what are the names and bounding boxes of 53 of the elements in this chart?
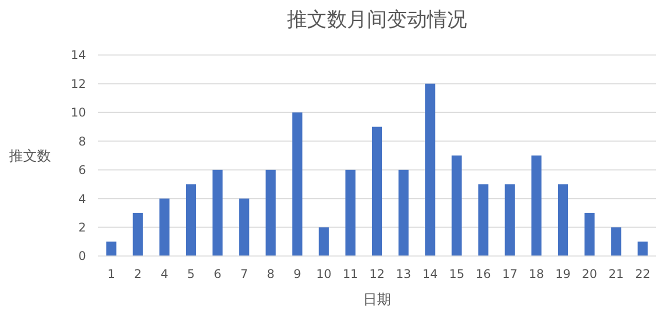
x-tick-label: 7 <box>240 267 248 281</box>
y-tick-label: 10 <box>70 106 86 120</box>
x-tick-label: 19 <box>555 267 571 281</box>
x-tick-label: 15 <box>449 267 464 281</box>
bar <box>478 184 488 256</box>
x-tick-label: 6 <box>214 267 222 281</box>
bar <box>318 227 329 256</box>
y-tick-label: 12 <box>70 76 86 91</box>
bar <box>372 126 382 256</box>
x-tick-label: 21 <box>608 267 624 281</box>
bar <box>452 156 462 256</box>
x-tick-label: 1 <box>107 267 116 281</box>
x-tick-label: 5 <box>187 267 195 281</box>
x-tick-label: 11 <box>342 267 358 281</box>
bar <box>584 212 595 256</box>
x-tick-label: 14 <box>422 267 438 281</box>
bar <box>106 242 116 256</box>
x-tick-label: 8 <box>266 267 275 281</box>
x-tick-label: 10 <box>316 267 332 281</box>
y-tick-label: 6 <box>78 163 86 178</box>
x-tick-label: 4 <box>160 267 168 281</box>
bar <box>132 212 143 256</box>
bar <box>638 242 648 256</box>
bar <box>558 184 568 256</box>
bar <box>425 84 436 256</box>
bar <box>292 112 302 256</box>
bar <box>266 170 276 256</box>
y-axis-title: 推文数 <box>9 148 51 164</box>
x-tick-label: 17 <box>502 267 518 281</box>
bar <box>212 170 223 256</box>
x-tick-label: 16 <box>476 267 491 281</box>
bar <box>159 198 170 256</box>
y-tick-label: 0 <box>78 249 86 264</box>
y-tick-label: 8 <box>78 134 86 148</box>
x-tick-label: 2 <box>134 267 142 281</box>
x-axis-title: 日期 <box>363 292 391 308</box>
bar <box>531 156 542 256</box>
bar <box>186 184 196 256</box>
x-tick-label: 12 <box>369 267 385 281</box>
bar <box>611 227 622 256</box>
x-tick-label: 20 <box>582 267 598 281</box>
y-tick-label: 14 <box>70 48 86 62</box>
x-tick-label: 13 <box>396 267 412 281</box>
x-tick-label: 22 <box>635 267 650 281</box>
y-tick-label: 4 <box>78 192 86 206</box>
bar <box>504 184 515 256</box>
x-tick-label: 18 <box>528 267 544 281</box>
bar <box>345 170 356 256</box>
bar <box>239 198 250 256</box>
chart-title: 推文数月间变动情况 <box>287 7 467 31</box>
y-tick-label: 2 <box>78 220 86 234</box>
bar <box>398 170 409 256</box>
x-tick-label: 9 <box>293 267 302 281</box>
